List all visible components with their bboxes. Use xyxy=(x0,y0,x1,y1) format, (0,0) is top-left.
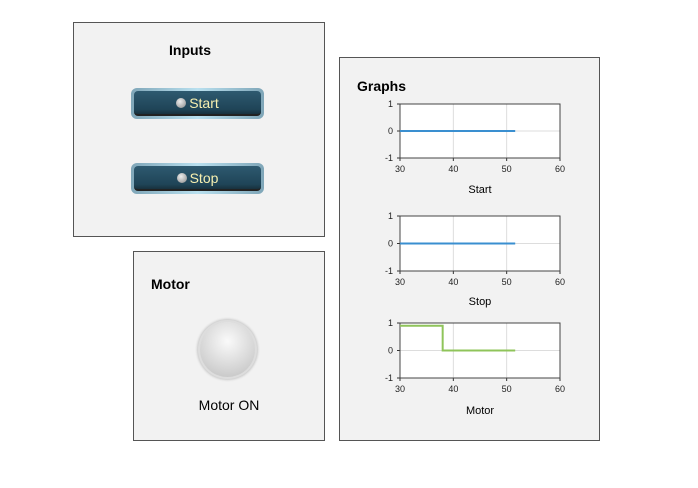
x-tick-label: 60 xyxy=(555,277,565,287)
chart-motor: 30 40 50 60 1 0 -1 Motor xyxy=(360,315,570,420)
y-tick-label: -1 xyxy=(385,153,393,163)
chart-xlabel: Stop xyxy=(468,296,492,308)
motor-title: Motor xyxy=(151,276,190,292)
y-tick-label: 1 xyxy=(388,211,393,221)
chart-stop: 30 40 50 60 1 0 -1 Stop xyxy=(360,208,570,313)
start-button[interactable]: Start xyxy=(131,88,264,119)
x-tick-label: 40 xyxy=(448,384,458,394)
x-tick-label: 50 xyxy=(502,164,512,174)
y-tick-label: 0 xyxy=(388,239,393,249)
y-tick-label: 0 xyxy=(388,346,393,356)
stop-button[interactable]: Stop xyxy=(131,163,264,194)
plot-border xyxy=(399,322,561,379)
led-icon xyxy=(176,172,187,183)
chart-xlabel: Start xyxy=(468,184,492,196)
x-tick-label: 50 xyxy=(502,384,512,394)
series-line xyxy=(400,324,516,352)
y-tick-label: 0 xyxy=(388,126,393,136)
led-icon xyxy=(176,97,187,108)
motor-lamp-label: Motor ON xyxy=(198,397,260,413)
y-tick-label: 1 xyxy=(388,99,393,109)
y-tick-label: -1 xyxy=(385,266,393,276)
graphs-title: Graphs xyxy=(357,78,407,94)
motor-lamp xyxy=(200,322,255,377)
x-tick-label: 60 xyxy=(555,384,565,394)
inputs-title: Inputs xyxy=(169,42,211,58)
y-tick-label: 1 xyxy=(388,318,393,328)
start-label: Start xyxy=(189,94,219,111)
stop-label: Stop xyxy=(189,169,219,186)
x-tick-label: 40 xyxy=(448,277,458,287)
chart-start: 30 40 50 60 1 0 -1 Start xyxy=(360,96,570,201)
x-tick-label: 50 xyxy=(502,277,512,287)
chart-xlabel: Motor xyxy=(465,405,495,417)
inputs-panel xyxy=(73,22,325,237)
x-tick-label: 40 xyxy=(448,164,458,174)
x-tick-label: 60 xyxy=(555,164,565,174)
x-tick-label: 30 xyxy=(395,384,405,394)
y-tick-label: -1 xyxy=(385,373,393,383)
x-tick-label: 30 xyxy=(395,277,405,287)
x-tick-label: 30 xyxy=(395,164,405,174)
